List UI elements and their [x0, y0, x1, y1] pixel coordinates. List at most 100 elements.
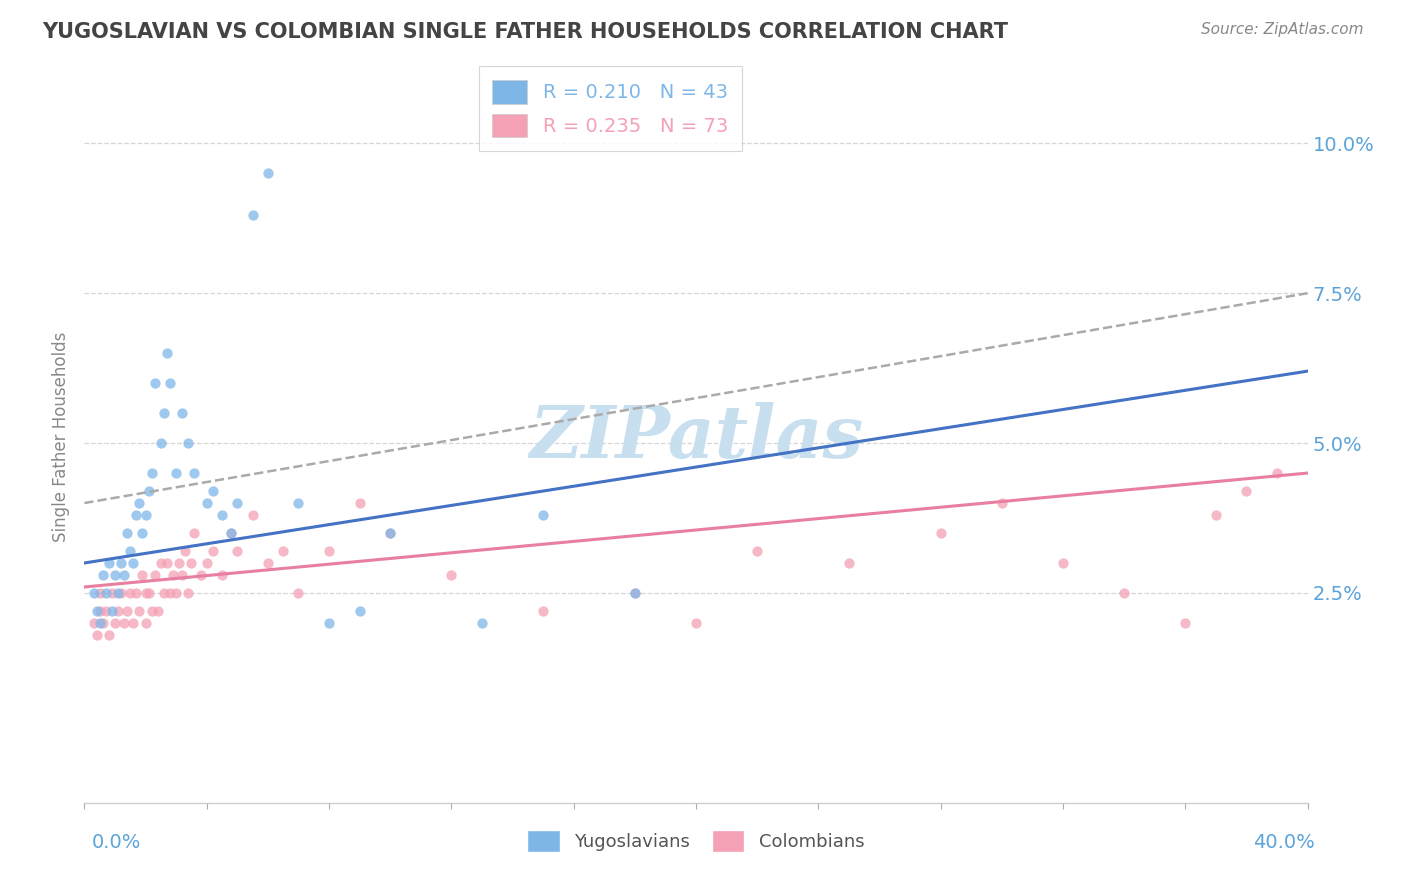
- Point: [380, 526, 402, 541]
- Point: [94, 604, 117, 618]
- Point: [97, 628, 120, 642]
- Point: [349, 604, 371, 618]
- Point: [146, 604, 169, 618]
- Point: [257, 166, 280, 180]
- Point: [125, 508, 148, 522]
- Point: [120, 586, 142, 600]
- Point: [91, 568, 114, 582]
- Point: [242, 208, 264, 222]
- Point: [190, 568, 212, 582]
- Point: [219, 526, 242, 541]
- Text: ZIPatlas: ZIPatlas: [529, 401, 863, 473]
- Point: [156, 346, 179, 360]
- Point: [110, 586, 132, 600]
- Point: [172, 406, 194, 420]
- Point: [531, 508, 554, 522]
- Point: [115, 526, 138, 541]
- Point: [929, 526, 952, 541]
- Point: [104, 568, 127, 582]
- Point: [1052, 556, 1074, 570]
- Point: [624, 586, 647, 600]
- Point: [1114, 586, 1136, 600]
- Point: [141, 604, 163, 618]
- Point: [94, 586, 117, 600]
- Point: [201, 544, 224, 558]
- Point: [174, 544, 197, 558]
- Point: [112, 568, 135, 582]
- Point: [125, 586, 148, 600]
- Point: [112, 615, 135, 630]
- Point: [624, 586, 647, 600]
- Point: [471, 615, 494, 630]
- Point: [226, 544, 249, 558]
- Point: [1236, 483, 1258, 498]
- Point: [138, 483, 160, 498]
- Point: [89, 615, 111, 630]
- Point: [131, 526, 153, 541]
- Point: [380, 526, 402, 541]
- Point: [159, 376, 181, 391]
- Point: [149, 556, 172, 570]
- Point: [115, 604, 138, 618]
- Point: [89, 604, 111, 618]
- Point: [107, 604, 129, 618]
- Point: [159, 586, 181, 600]
- Point: [97, 556, 120, 570]
- Point: [226, 496, 249, 510]
- Point: [195, 496, 218, 510]
- Point: [120, 544, 142, 558]
- Point: [287, 496, 309, 510]
- Text: YUGOSLAVIAN VS COLOMBIAN SINGLE FATHER HOUSEHOLDS CORRELATION CHART: YUGOSLAVIAN VS COLOMBIAN SINGLE FATHER H…: [42, 22, 1008, 42]
- Point: [1205, 508, 1227, 522]
- Point: [349, 496, 371, 510]
- Point: [257, 556, 280, 570]
- Point: [104, 615, 127, 630]
- Point: [89, 586, 111, 600]
- Point: [86, 628, 108, 642]
- Point: [211, 508, 233, 522]
- Point: [91, 615, 114, 630]
- Y-axis label: Single Father Households: Single Father Households: [52, 332, 70, 542]
- Point: [531, 604, 554, 618]
- Point: [86, 604, 108, 618]
- Point: [177, 436, 200, 450]
- Point: [211, 568, 233, 582]
- Point: [165, 466, 187, 480]
- Point: [153, 586, 176, 600]
- Point: [1265, 466, 1288, 480]
- Point: [172, 568, 194, 582]
- Point: [107, 586, 129, 600]
- Point: [201, 483, 224, 498]
- Point: [135, 615, 157, 630]
- Point: [271, 544, 294, 558]
- Point: [183, 466, 205, 480]
- Point: [131, 568, 153, 582]
- Point: [83, 586, 105, 600]
- Text: 0.0%: 0.0%: [91, 833, 141, 853]
- Point: [143, 568, 166, 582]
- Point: [440, 568, 463, 582]
- Point: [122, 556, 145, 570]
- Point: [143, 376, 166, 391]
- Point: [128, 496, 150, 510]
- Point: [685, 615, 707, 630]
- Point: [180, 556, 202, 570]
- Point: [110, 556, 132, 570]
- Point: [138, 586, 160, 600]
- Point: [183, 526, 205, 541]
- Point: [242, 508, 264, 522]
- Point: [128, 604, 150, 618]
- Point: [165, 586, 187, 600]
- Point: [156, 556, 179, 570]
- Point: [318, 615, 340, 630]
- Point: [219, 526, 242, 541]
- Point: [101, 586, 124, 600]
- Text: Source: ZipAtlas.com: Source: ZipAtlas.com: [1201, 22, 1364, 37]
- Point: [1174, 615, 1197, 630]
- Point: [177, 586, 200, 600]
- Point: [135, 586, 157, 600]
- Point: [83, 615, 105, 630]
- Text: 40.0%: 40.0%: [1253, 833, 1315, 853]
- Legend: Yugoslavians, Colombians: Yugoslavians, Colombians: [520, 823, 872, 860]
- Point: [141, 466, 163, 480]
